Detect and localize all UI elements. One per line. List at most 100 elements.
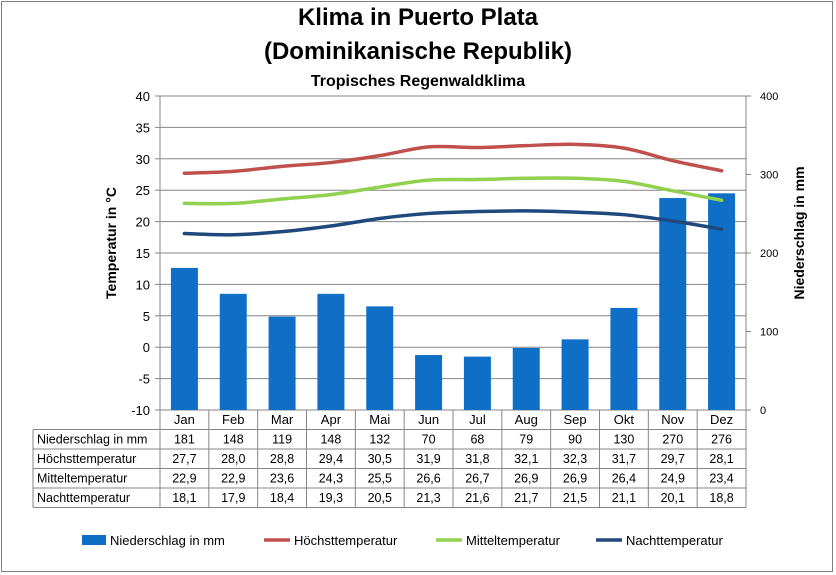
table-row-label: Höchsttemperatur: [37, 452, 136, 466]
x-tick-label: Mai: [369, 412, 390, 427]
table-cell: 21,7: [514, 491, 538, 505]
y-right-tick-label: 400: [760, 91, 778, 103]
table-cell: 22,9: [172, 472, 196, 486]
table-cell: 148: [223, 433, 244, 447]
line-mitteltemperatur: [182, 176, 724, 206]
table-cell: 17,9: [221, 491, 245, 505]
chart-subtitle: Tropisches Regenwaldklima: [310, 73, 526, 90]
table-cell: 276: [711, 433, 732, 447]
chart-title-line-2: (Dominikanische Republik): [263, 38, 573, 65]
table-row-label: Nachttemperatur: [37, 491, 130, 505]
x-tick-label: Jun: [418, 412, 439, 427]
table-cell: 23,4: [709, 472, 733, 486]
bar-niederschlag: [512, 347, 540, 410]
y-left-axis-label: Temperatur in °C: [103, 187, 119, 299]
bar-niederschlag: [219, 293, 247, 410]
x-tick-label: Jan: [174, 412, 195, 427]
y-left-tick-label: 35: [136, 120, 150, 135]
table-cell: 21,3: [416, 491, 440, 505]
table-row-label: Niederschlag in mm: [37, 433, 147, 447]
table-cell: 22,9: [221, 472, 245, 486]
table-cell: 68: [470, 433, 484, 447]
table-cell: 26,4: [612, 472, 636, 486]
table-cell: 25,5: [368, 472, 392, 486]
legend-h-chsttemperatur-label: Höchsttemperatur: [294, 533, 398, 548]
table-cell: 18,8: [709, 491, 733, 505]
y-right-tick-label: 100: [760, 327, 778, 339]
y-left-tick-label: 10: [136, 277, 150, 292]
y-left-tick-label: 5: [143, 309, 150, 324]
table-cell: 28,8: [270, 452, 294, 466]
bar-niederschlag: [268, 316, 296, 410]
table-cell: 18,1: [172, 491, 196, 505]
table-cell: 20,5: [368, 491, 392, 505]
x-tick-label: Mar: [271, 412, 294, 427]
table-cell: 21,6: [465, 491, 489, 505]
bar-niederschlag: [561, 339, 589, 410]
table-cell: 132: [369, 433, 390, 447]
table-cell: 27,7: [172, 452, 196, 466]
x-tick-label: Sep: [564, 412, 587, 427]
legend-nachttemperatur-label: Nachttemperatur: [626, 533, 723, 548]
table-cell: 28,1: [709, 452, 733, 466]
y-left-tick-label: 40: [136, 89, 150, 104]
table-cell: 30,5: [368, 452, 392, 466]
bar-niederschlag: [317, 293, 345, 410]
table-cell: 26,6: [416, 472, 440, 486]
table-cell: 31,8: [465, 452, 489, 466]
table-cell: 24,3: [319, 472, 343, 486]
table-cell: 26,7: [465, 472, 489, 486]
line-nachttemperatur: [182, 209, 724, 237]
table-cell: 79: [519, 433, 533, 447]
table-cell: 270: [662, 433, 683, 447]
table-cell: 26,9: [563, 472, 587, 486]
table-row-label: Mitteltemperatur: [37, 472, 127, 486]
y-right-axis-label: Niederschlag in mm: [791, 166, 807, 299]
table-cell: 31,9: [416, 452, 440, 466]
table-cell: 119: [272, 433, 292, 447]
table-cell: 32,1: [514, 452, 538, 466]
bar-niederschlag: [610, 307, 638, 410]
table-cell: 181: [174, 433, 195, 447]
table-cell: 20,1: [661, 491, 685, 505]
y-right-tick-label: 200: [760, 248, 778, 260]
x-tick-label: Nov: [661, 412, 685, 427]
table-cell: 70: [422, 433, 436, 447]
bar-niederschlag: [415, 355, 443, 410]
bar-niederschlag: [366, 306, 394, 410]
table-cell: 28,0: [221, 452, 245, 466]
table-cell: 21,1: [612, 491, 636, 505]
y-right-tick-label: 0: [760, 405, 766, 417]
y-left-tick-label: 0: [143, 340, 150, 355]
table-cell: 24,9: [661, 472, 685, 486]
table-cell: 26,9: [514, 472, 538, 486]
table-cell: 21,5: [563, 491, 587, 505]
table-cell: 29,4: [319, 452, 343, 466]
y-left-tick-label: -5: [138, 372, 150, 387]
bar-niederschlag: [659, 198, 687, 410]
table-cell: 90: [568, 433, 582, 447]
table-cell: 31,7: [612, 452, 636, 466]
x-tick-label: Aug: [515, 412, 538, 427]
y-left-tick-label: 30: [136, 152, 150, 167]
y-left-tick-label: -10: [131, 403, 150, 418]
chart-title: Klima in Puerto Plata: [297, 4, 539, 31]
y-right-tick-label: 300: [760, 170, 778, 182]
x-tick-label: Apr: [321, 412, 342, 427]
legend-niederschlag-in-mm-swatch: [82, 535, 106, 545]
table-cell: 19,3: [319, 491, 343, 505]
y-left-tick-label: 25: [136, 183, 150, 198]
bar-niederschlag: [170, 267, 198, 410]
x-tick-label: Dez: [710, 412, 733, 427]
table-cell: 130: [613, 433, 634, 447]
legend-mitteltemperatur-label: Mitteltemperatur: [466, 533, 561, 548]
bar-niederschlag: [463, 356, 491, 410]
legend-niederschlag-in-mm-label: Niederschlag in mm: [110, 533, 225, 548]
table-cell: 18,4: [270, 491, 294, 505]
table-cell: 32,3: [563, 452, 587, 466]
table-cell: 23,6: [270, 472, 294, 486]
x-tick-label: Feb: [222, 412, 244, 427]
x-tick-label: Jul: [469, 412, 486, 427]
